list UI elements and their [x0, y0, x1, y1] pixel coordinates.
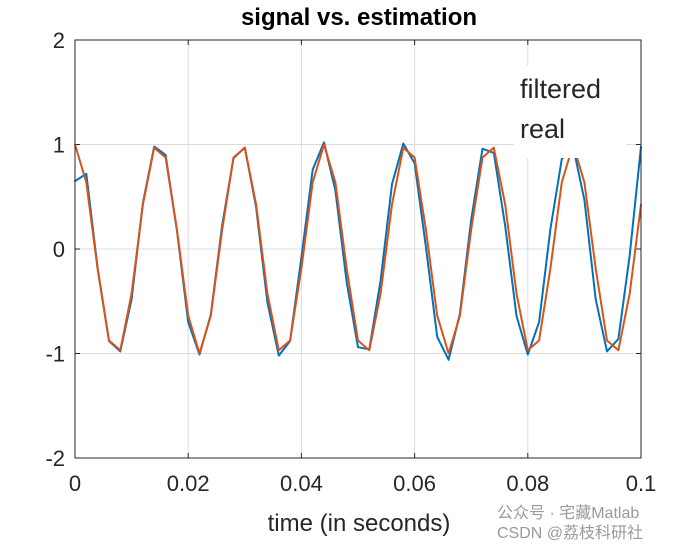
watermark-line-2: CSDN @荔枝科研社	[497, 524, 643, 542]
chart-title: signal vs. estimation	[241, 4, 477, 31]
x-tick-label-4: 0.08	[506, 471, 549, 496]
legend-label-real: real	[520, 114, 565, 144]
x-tick-label-3: 0.06	[393, 471, 436, 496]
x-tick-label-1: 0.02	[167, 471, 210, 496]
legend-label-filtered: filtered	[520, 74, 601, 104]
watermark-line-1: 公众号 · 宅藏Matlab	[497, 504, 639, 522]
y-tick-label-2: 0	[53, 237, 65, 262]
x-tick-label-2: 0.04	[280, 471, 323, 496]
series-line-real	[74, 143, 642, 355]
y-tick-label-4: 2	[53, 28, 65, 53]
x-tick-label-5: 0.1	[626, 471, 657, 496]
y-tick-label-0: -2	[45, 446, 65, 471]
plot-area: filtered real 0 0.02 0.04 0.06 0.08 0.1 -2 -1 0 1 2	[45, 28, 656, 496]
y-tick-label-1: -1	[45, 342, 65, 367]
y-tick-label-3: 1	[53, 133, 65, 158]
legend-box	[514, 66, 626, 158]
axes-box	[74, 39, 642, 459]
x-tick-label-0: 0	[69, 471, 81, 496]
x-axis-label: time (in seconds)	[268, 510, 451, 537]
watermark: 公众号 · 宅藏Matlab CSDN @荔枝科研社	[497, 504, 643, 542]
